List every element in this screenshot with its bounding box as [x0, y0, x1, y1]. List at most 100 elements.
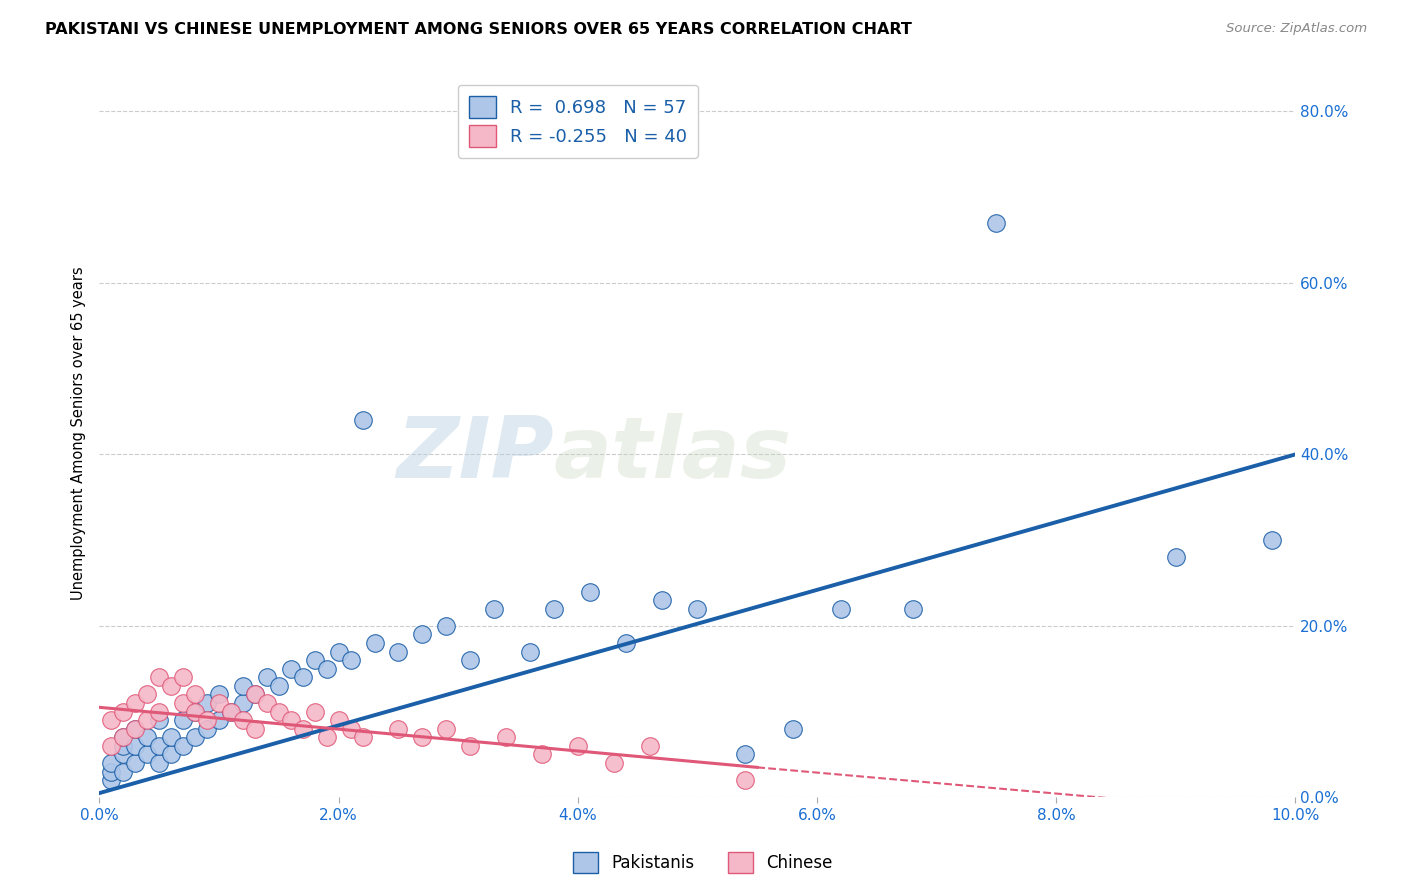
Point [458, 739, 481, 753]
Point [100, 773, 122, 788]
Point [184, 688, 207, 702]
Point [543, 601, 565, 615]
Point [243, 688, 266, 702]
Point [901, 601, 924, 615]
Point [986, 216, 1008, 230]
Y-axis label: Unemployment Among Seniors over 65 years: Unemployment Among Seniors over 65 years [72, 266, 86, 599]
Point [578, 584, 600, 599]
Point [304, 705, 326, 719]
Point [136, 713, 159, 727]
Point [100, 713, 122, 727]
Point [148, 670, 170, 684]
Text: Source: ZipAtlas.com: Source: ZipAtlas.com [1226, 22, 1367, 36]
Point [208, 696, 231, 710]
Point [124, 722, 146, 736]
Point [243, 688, 266, 702]
Point [232, 679, 254, 693]
Point [280, 713, 302, 727]
Point [184, 705, 207, 719]
Point [328, 644, 350, 658]
Point [387, 722, 409, 736]
Point [148, 756, 170, 770]
Point [495, 731, 517, 745]
Point [208, 688, 231, 702]
Point [160, 731, 183, 745]
Point [291, 722, 314, 736]
Point [530, 747, 553, 762]
Point [458, 653, 481, 667]
Point [112, 731, 135, 745]
Point [148, 713, 170, 727]
Point [124, 722, 146, 736]
Point [686, 601, 709, 615]
Point [304, 653, 326, 667]
Point [614, 636, 637, 650]
Point [112, 705, 135, 719]
Text: atlas: atlas [554, 413, 792, 496]
Point [208, 713, 231, 727]
Point [567, 739, 589, 753]
Point [160, 747, 183, 762]
Point [100, 756, 122, 770]
Point [112, 731, 135, 745]
Point [100, 764, 122, 779]
Point [363, 636, 385, 650]
Point [1260, 533, 1282, 548]
Point [124, 696, 146, 710]
Point [136, 731, 159, 745]
Point [172, 696, 194, 710]
Point [315, 731, 337, 745]
Point [267, 679, 290, 693]
Point [219, 705, 242, 719]
Point [315, 662, 337, 676]
Point [195, 696, 218, 710]
Point [232, 713, 254, 727]
Point [232, 696, 254, 710]
Point [339, 653, 361, 667]
Point [124, 756, 146, 770]
Point [172, 713, 194, 727]
Point [136, 747, 159, 762]
Point [256, 670, 278, 684]
Point [434, 619, 457, 633]
Point [184, 731, 207, 745]
Point [112, 764, 135, 779]
Point [136, 688, 159, 702]
Point [339, 722, 361, 736]
Point [160, 679, 183, 693]
Point [603, 756, 626, 770]
Point [219, 705, 242, 719]
Point [352, 731, 374, 745]
Point [1164, 550, 1187, 565]
Text: ZIP: ZIP [396, 413, 554, 496]
Text: PAKISTANI VS CHINESE UNEMPLOYMENT AMONG SENIORS OVER 65 YEARS CORRELATION CHART: PAKISTANI VS CHINESE UNEMPLOYMENT AMONG … [45, 22, 912, 37]
Point [411, 731, 433, 745]
Point [172, 739, 194, 753]
Point [734, 747, 756, 762]
Point [291, 670, 314, 684]
Point [112, 739, 135, 753]
Point [782, 722, 804, 736]
Point [830, 601, 852, 615]
Point [172, 670, 194, 684]
Point [387, 644, 409, 658]
Point [638, 739, 661, 753]
Legend: R =  0.698   N = 57, R = -0.255   N = 40: R = 0.698 N = 57, R = -0.255 N = 40 [458, 85, 697, 158]
Point [734, 773, 756, 788]
Point [411, 627, 433, 641]
Point [434, 722, 457, 736]
Point [148, 705, 170, 719]
Point [651, 593, 673, 607]
Point [195, 722, 218, 736]
Point [124, 739, 146, 753]
Point [267, 705, 290, 719]
Point [195, 713, 218, 727]
Point [243, 722, 266, 736]
Point [100, 739, 122, 753]
Legend: Pakistanis, Chinese: Pakistanis, Chinese [567, 846, 839, 880]
Point [352, 413, 374, 427]
Point [328, 713, 350, 727]
Point [112, 747, 135, 762]
Point [280, 662, 302, 676]
Point [184, 705, 207, 719]
